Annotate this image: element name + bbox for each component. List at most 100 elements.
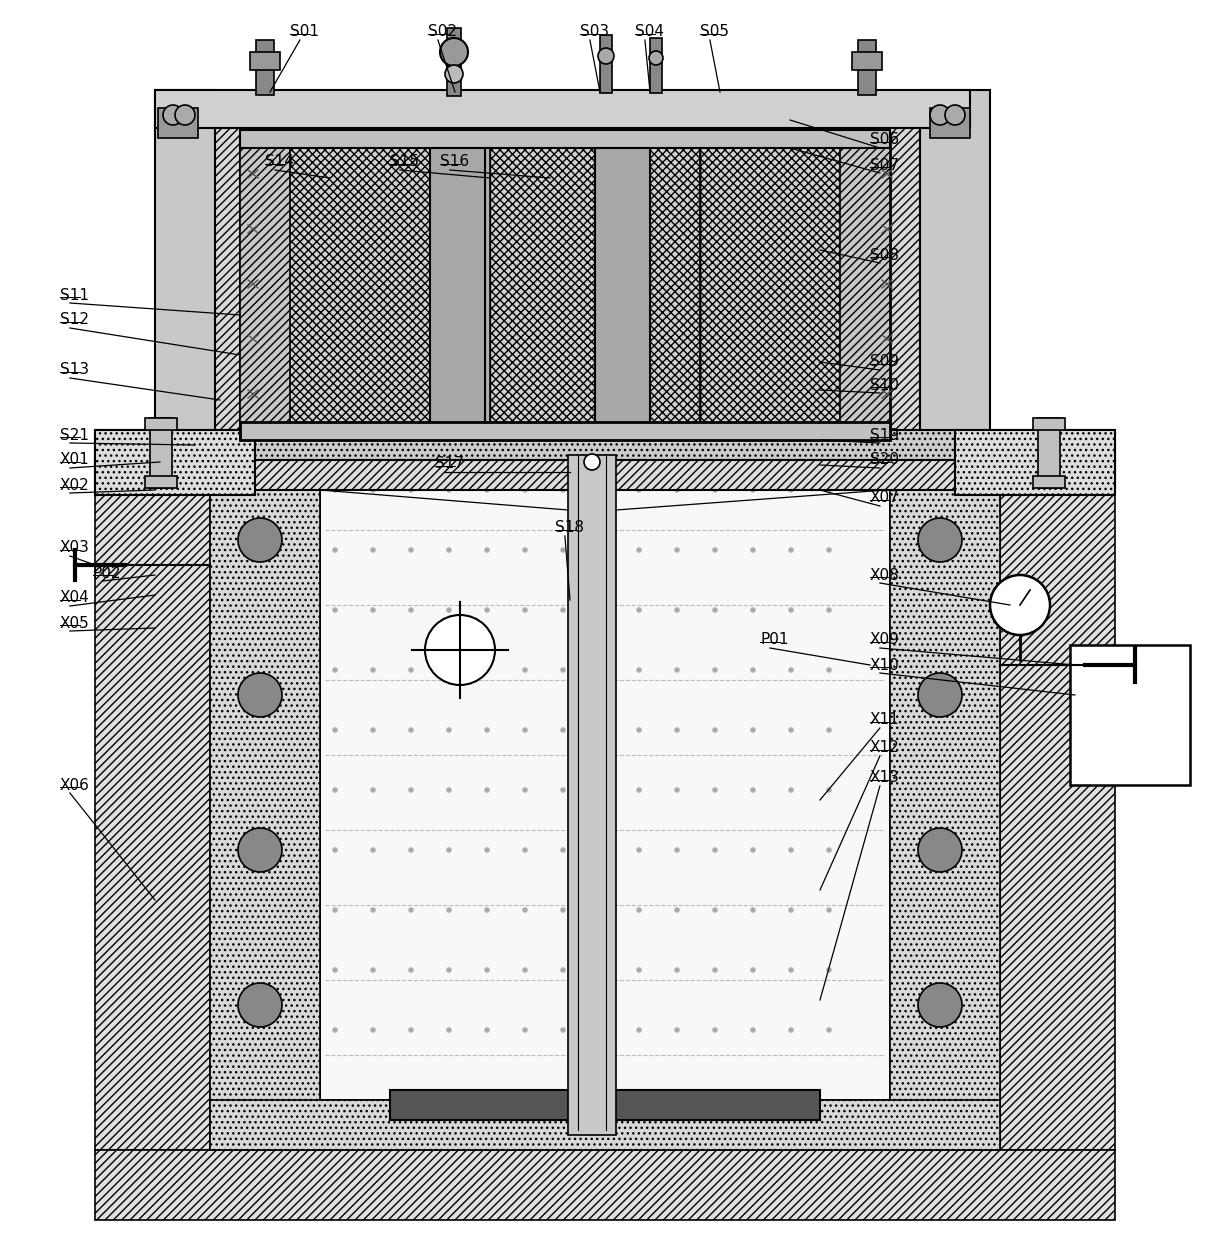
Text: X02: X02 xyxy=(60,477,90,492)
Circle shape xyxy=(560,788,565,793)
Circle shape xyxy=(333,667,338,672)
Circle shape xyxy=(333,1028,338,1033)
Bar xyxy=(155,90,215,485)
Circle shape xyxy=(409,727,414,732)
Circle shape xyxy=(636,968,641,973)
Text: S02: S02 xyxy=(428,25,457,40)
Bar xyxy=(211,454,319,1151)
Text: S07: S07 xyxy=(870,158,899,173)
Circle shape xyxy=(523,607,528,612)
Bar xyxy=(1070,645,1189,785)
Circle shape xyxy=(636,547,641,552)
Circle shape xyxy=(750,788,755,793)
Circle shape xyxy=(674,908,680,913)
Circle shape xyxy=(918,828,962,871)
Circle shape xyxy=(750,607,755,612)
Bar xyxy=(211,1101,999,1151)
Circle shape xyxy=(409,788,414,793)
Bar xyxy=(930,108,970,138)
Text: S08: S08 xyxy=(870,248,899,263)
Text: S12: S12 xyxy=(60,313,90,328)
Circle shape xyxy=(560,727,565,732)
Circle shape xyxy=(599,547,604,552)
Text: X06: X06 xyxy=(60,777,90,793)
Circle shape xyxy=(599,848,604,853)
Circle shape xyxy=(599,1028,604,1033)
Text: S15: S15 xyxy=(390,154,419,169)
Circle shape xyxy=(409,908,414,913)
Circle shape xyxy=(636,667,641,672)
Bar xyxy=(96,429,255,495)
Circle shape xyxy=(750,1028,755,1033)
Text: S11: S11 xyxy=(60,288,90,303)
Circle shape xyxy=(826,607,831,612)
Circle shape xyxy=(484,848,490,853)
Bar xyxy=(250,145,430,424)
Circle shape xyxy=(713,487,718,492)
Text: X12: X12 xyxy=(870,740,900,755)
Circle shape xyxy=(713,667,718,672)
Circle shape xyxy=(370,607,375,612)
Circle shape xyxy=(789,848,794,853)
Circle shape xyxy=(560,487,565,492)
Bar xyxy=(96,429,1114,459)
Circle shape xyxy=(789,547,794,552)
Circle shape xyxy=(440,38,468,66)
Circle shape xyxy=(713,848,718,853)
Circle shape xyxy=(636,848,641,853)
Circle shape xyxy=(930,105,950,125)
Circle shape xyxy=(789,607,794,612)
Text: S21: S21 xyxy=(60,427,90,442)
Bar xyxy=(999,454,1114,1151)
Circle shape xyxy=(918,674,962,717)
Circle shape xyxy=(446,667,451,672)
Circle shape xyxy=(523,1028,528,1033)
Text: S09: S09 xyxy=(870,354,899,369)
Bar xyxy=(595,145,650,424)
Bar xyxy=(240,422,891,439)
Circle shape xyxy=(826,848,831,853)
Circle shape xyxy=(333,727,338,732)
Bar xyxy=(701,145,880,424)
Bar xyxy=(390,1090,820,1121)
Circle shape xyxy=(636,487,641,492)
Circle shape xyxy=(598,48,613,64)
Circle shape xyxy=(163,105,183,125)
Text: S10: S10 xyxy=(870,378,899,392)
Circle shape xyxy=(599,968,604,973)
Circle shape xyxy=(750,487,755,492)
Circle shape xyxy=(713,547,718,552)
Circle shape xyxy=(713,607,718,612)
Bar xyxy=(155,90,970,128)
Text: X08: X08 xyxy=(870,567,900,582)
Circle shape xyxy=(446,848,451,853)
Text: X13: X13 xyxy=(870,770,900,785)
Circle shape xyxy=(484,547,490,552)
Circle shape xyxy=(370,1028,375,1033)
Circle shape xyxy=(674,968,680,973)
Circle shape xyxy=(484,607,490,612)
Text: S01: S01 xyxy=(290,25,319,40)
Circle shape xyxy=(636,908,641,913)
Circle shape xyxy=(789,908,794,913)
Circle shape xyxy=(826,667,831,672)
Circle shape xyxy=(370,788,375,793)
Text: P02: P02 xyxy=(93,566,121,581)
Circle shape xyxy=(409,848,414,853)
Circle shape xyxy=(599,487,604,492)
Circle shape xyxy=(560,667,565,672)
Circle shape xyxy=(370,848,375,853)
Text: P01: P01 xyxy=(760,632,789,647)
Bar xyxy=(159,108,198,138)
Circle shape xyxy=(446,607,451,612)
Text: X10: X10 xyxy=(870,657,900,672)
Text: X01: X01 xyxy=(60,452,90,467)
Circle shape xyxy=(826,968,831,973)
Text: X07: X07 xyxy=(870,491,900,506)
Circle shape xyxy=(636,1028,641,1033)
Bar xyxy=(150,418,172,488)
Circle shape xyxy=(713,727,718,732)
Bar xyxy=(190,90,250,485)
Text: S06: S06 xyxy=(870,133,899,148)
Circle shape xyxy=(599,667,604,672)
